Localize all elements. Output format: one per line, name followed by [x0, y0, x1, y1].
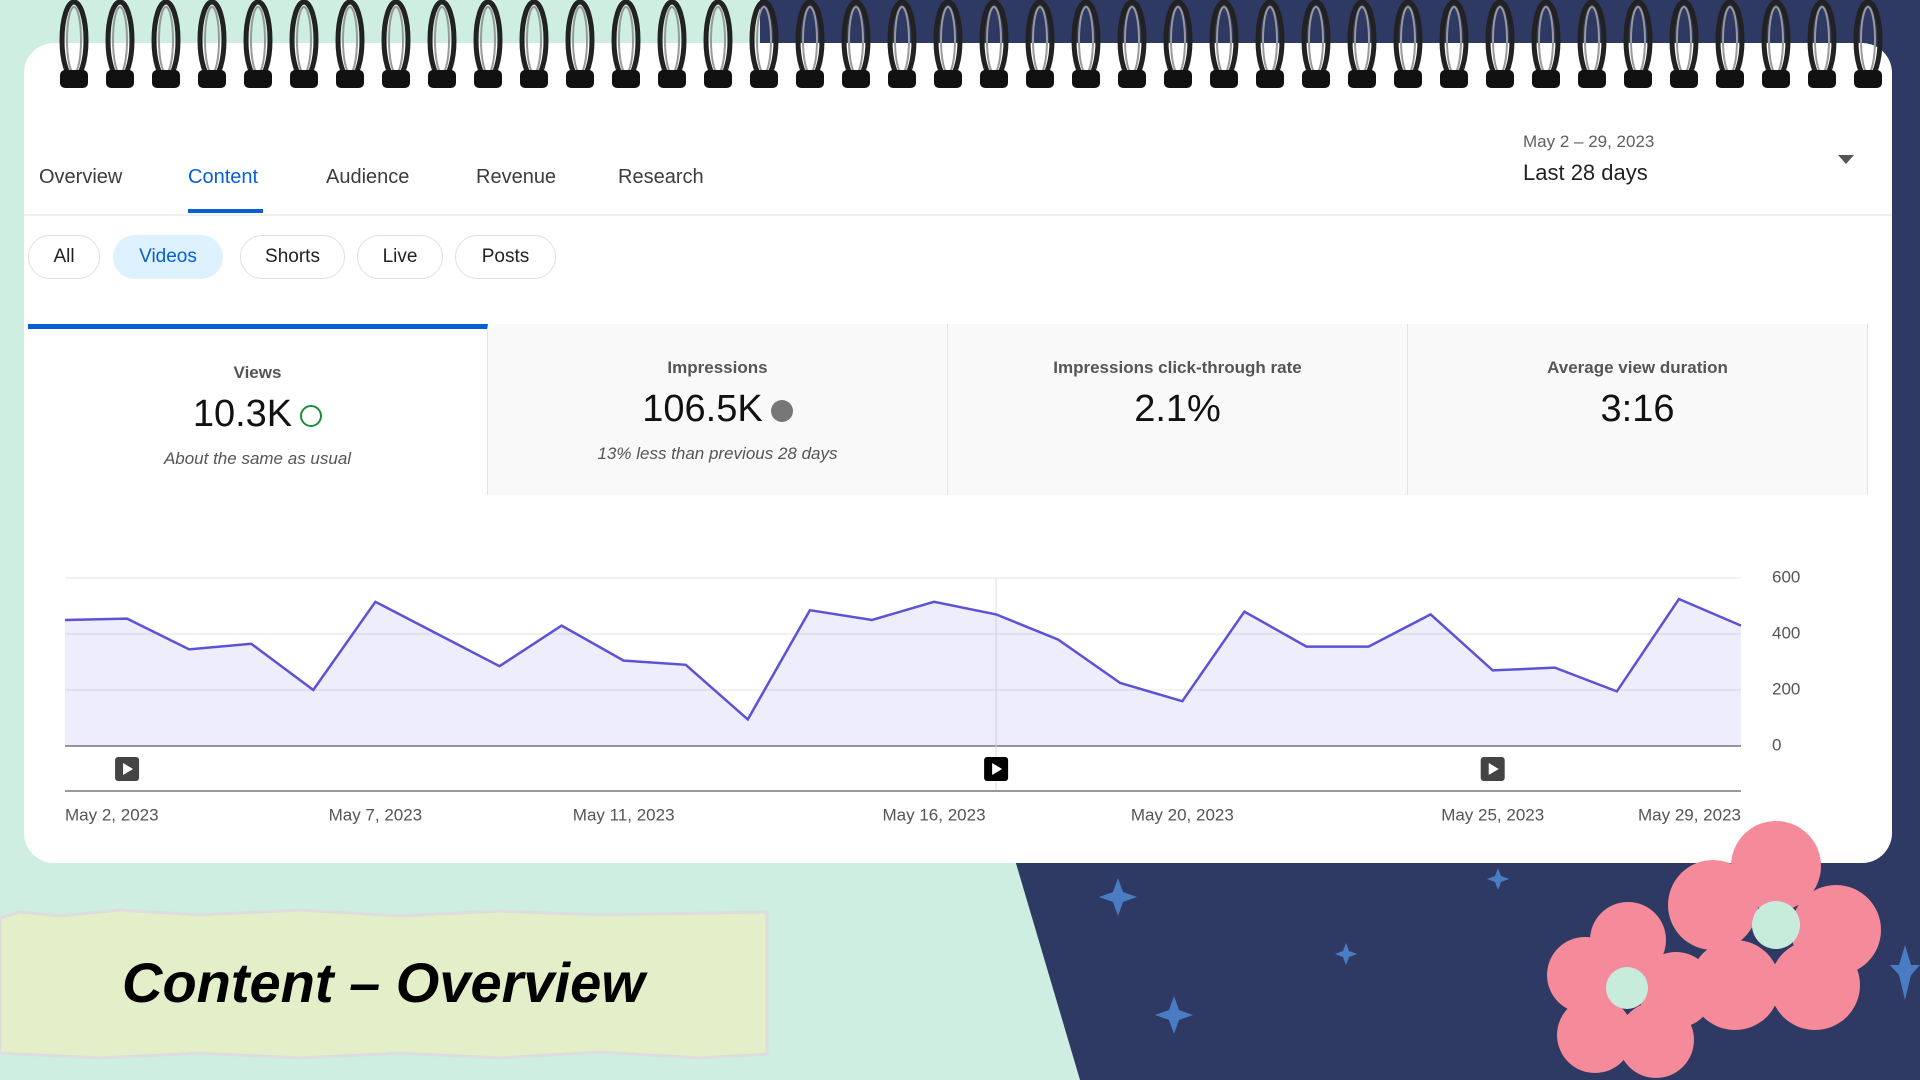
- y-tick-label: 600: [1772, 567, 1800, 586]
- metric-value: 106.5K: [488, 388, 947, 431]
- x-tick-label: May 7, 2023: [329, 805, 423, 824]
- ring-hole: [428, 70, 456, 88]
- ring-hole: [382, 70, 410, 88]
- filter-chip[interactable]: Posts: [455, 235, 556, 279]
- metric-note: About the same as usual: [163, 449, 352, 468]
- bg-mint: [760, 860, 1080, 1080]
- spiral: [59, 0, 1883, 88]
- x-tick-label: May 16, 2023: [883, 805, 986, 824]
- metric-icon: [770, 399, 793, 422]
- x-tick-label: May 25, 2023: [1441, 805, 1544, 824]
- tab-underline: [188, 209, 263, 213]
- tab[interactable]: Research: [618, 166, 704, 188]
- ring-hole: [198, 70, 226, 88]
- ring-hole: [1578, 70, 1606, 88]
- ring-hole: [1670, 70, 1698, 88]
- ring-hole: [566, 70, 594, 88]
- metric-value-text: 3:16: [1600, 388, 1675, 430]
- ring-hole: [1808, 70, 1836, 88]
- ring-hole: [1716, 70, 1744, 88]
- flowers: [1547, 821, 1881, 1078]
- ring-hole: [888, 70, 916, 88]
- ring-hole: [474, 70, 502, 88]
- ring-hole: [106, 70, 134, 88]
- ring-hole: [1394, 70, 1422, 88]
- ring-hole: [1026, 70, 1054, 88]
- caption-banner: [0, 908, 769, 1060]
- video-marker-icon: [123, 763, 134, 775]
- tab[interactable]: Revenue: [476, 166, 557, 188]
- ring-hole: [60, 70, 88, 88]
- ring-hole: [1164, 70, 1192, 88]
- metric-value-text: 106.5K: [642, 388, 763, 430]
- metric-label: Impressions click-through rate: [1053, 358, 1302, 377]
- ring-hole: [1762, 70, 1790, 88]
- x-tick-label: May 20, 2023: [1131, 805, 1234, 824]
- x-tick-label: May 11, 2023: [573, 805, 675, 824]
- ring-hole: [152, 70, 180, 88]
- ring-hole: [1256, 70, 1284, 88]
- ring-hole: [244, 70, 272, 88]
- ring-hole: [1210, 70, 1238, 88]
- filter-chip[interactable]: All: [28, 235, 100, 279]
- metric-card[interactable]: Average view duration 3:16: [1408, 324, 1868, 495]
- metric-label: Views: [233, 363, 282, 382]
- dropdown-arrow[interactable]: [1838, 155, 1854, 164]
- ring-hole: [336, 70, 364, 88]
- ring-hole: [1348, 70, 1376, 88]
- ring-hole: [520, 70, 548, 88]
- filter-chip[interactable]: Live: [357, 235, 443, 279]
- metric-value: 2.1%: [948, 388, 1407, 431]
- area: [65, 599, 1741, 746]
- x-tick-label: May 2, 2023: [65, 805, 159, 824]
- ring-hole: [796, 70, 824, 88]
- ring-hole: [1854, 70, 1882, 88]
- y-tick-label: 200: [1772, 679, 1800, 698]
- metric-label: Impressions: [667, 358, 768, 377]
- tab[interactable]: Overview: [39, 166, 123, 188]
- ring-hole: [842, 70, 870, 88]
- date-range-label[interactable]: Last 28 days: [1523, 160, 1648, 185]
- ring-hole: [980, 70, 1008, 88]
- stars: [1099, 868, 1920, 1034]
- y-tick-label: 0: [1772, 735, 1781, 754]
- date-range: May 2 – 29, 2023: [1523, 132, 1655, 151]
- video-marker-icon: [1488, 763, 1499, 775]
- tab[interactable]: Content: [188, 166, 259, 188]
- metric-note: 13% less than previous 28 days: [597, 444, 838, 463]
- line: [64, 597, 1742, 722]
- x-tick-label: May 29, 2023: [1638, 805, 1741, 824]
- ring-hole: [750, 70, 778, 88]
- metric-value-text: 10.3K: [192, 393, 293, 435]
- metric-icon: [300, 404, 323, 427]
- ring-hole: [1072, 70, 1100, 88]
- y-tick-label: 400: [1772, 623, 1800, 642]
- metric-value: 10.3K: [28, 393, 487, 436]
- ring-hole: [290, 70, 318, 88]
- caption: Content – Overview: [122, 951, 648, 1014]
- metric-card[interactable]: Impressions 106.5K 13% less than previous …: [488, 324, 948, 495]
- ring-hole: [658, 70, 686, 88]
- metric-card[interactable]: Views 10.3K About the same as usual: [28, 324, 488, 495]
- ring-hole: [1440, 70, 1468, 88]
- filter-chip[interactable]: Videos: [113, 235, 223, 279]
- filter-chip[interactable]: Shorts: [240, 235, 345, 279]
- ring-hole: [1118, 70, 1146, 88]
- metric-value-text: 2.1%: [1134, 388, 1221, 430]
- metric-value: 3:16: [1408, 388, 1867, 431]
- ring-hole: [1302, 70, 1330, 88]
- ring-hole: [612, 70, 640, 88]
- video-marker-icon: [992, 763, 1003, 775]
- ring-hole: [934, 70, 962, 88]
- chart: 0 200 400 600 May 2, 2023 May 7, 2023 May 11, …: [64, 567, 1800, 824]
- metric-label: Average view duration: [1547, 358, 1728, 377]
- ring-hole: [1486, 70, 1514, 88]
- ring-hole: [1624, 70, 1652, 88]
- tab[interactable]: Audience: [326, 166, 410, 188]
- ring-hole: [1532, 70, 1560, 88]
- ring-hole: [704, 70, 732, 88]
- metric-card[interactable]: Impressions click-through rate 2.1%: [948, 324, 1408, 495]
